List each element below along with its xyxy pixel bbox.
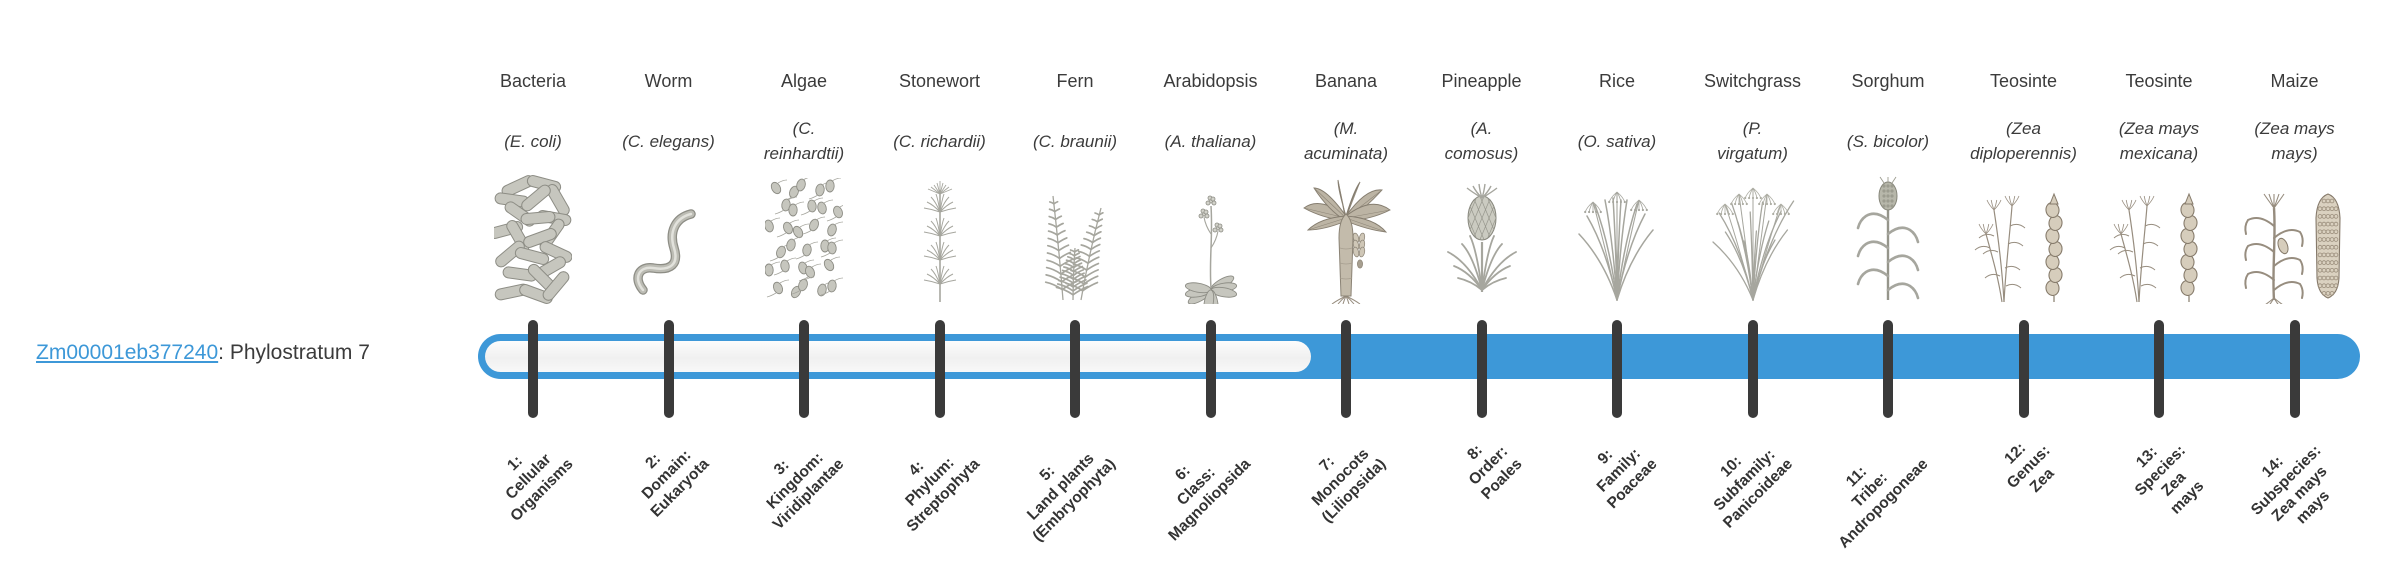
- arabidopsis-illustration: [1184, 195, 1237, 304]
- organism-illustration: [584, 170, 754, 304]
- organism-common-name: Banana: [1314, 71, 1378, 91]
- banana-illustration: [1303, 179, 1391, 304]
- stratum-tick: [1883, 320, 1893, 418]
- organism-scientific-name: (A. comosus): [1444, 119, 1519, 163]
- stratum-tick: [663, 320, 674, 418]
- stratum-tick: [2154, 320, 2164, 418]
- organism-common-name: Maize: [2270, 71, 2319, 91]
- organism-illustration: [855, 170, 1025, 304]
- pineapple-illustration: [1446, 183, 1517, 292]
- worm-illustration: [632, 209, 696, 295]
- gene-id-link[interactable]: Zm00001eb377240: [36, 341, 219, 364]
- teosinte-illustration: [1974, 192, 2063, 303]
- organism-illustration: [1261, 170, 1431, 304]
- organism-scientific-name: (C. braunii): [1032, 131, 1118, 151]
- stratum-tick: [799, 320, 809, 418]
- organism-illustration: [719, 170, 889, 304]
- organism-scientific-name: (A. thaliana): [1164, 131, 1257, 151]
- stratum-tick: [1070, 320, 1080, 418]
- organism-illustration: [1803, 170, 1973, 304]
- stratum-tick: [1476, 320, 1487, 418]
- maize-illustration: [2243, 193, 2341, 304]
- stratum-tick: [934, 320, 945, 418]
- stratum-tick: [1205, 320, 1216, 418]
- organism-scientific-name: (Zea mays mexicana): [2118, 119, 2200, 163]
- organism-illustration: [1126, 170, 1296, 304]
- stratum-tick: [2289, 320, 2300, 418]
- phylostratum-bar-unfilled: [485, 341, 1311, 372]
- organism-common-name: Stonewort: [898, 71, 981, 91]
- organism-common-name: Switchgrass: [1703, 71, 1802, 91]
- stratum-tick: [2018, 320, 2029, 418]
- organism-common-name: Teosinte: [1989, 71, 2058, 91]
- phylostratum-bar: [478, 334, 2360, 379]
- sorghum-illustration: [1856, 176, 1920, 300]
- teosinte-illustration: [2109, 192, 2198, 303]
- stratum-rank-label: 14: Subspecies: Zea mays mays: [2123, 428, 2333, 527]
- algae-illustration: [765, 178, 843, 299]
- organism-common-name: Worm: [644, 71, 693, 91]
- rice-illustration: [1578, 191, 1654, 301]
- stratum-tick: [1747, 320, 1758, 418]
- bacteria-illustration: [494, 175, 572, 304]
- stratum-tick: [1612, 320, 1622, 418]
- organism-scientific-name: (P. virgatum): [1717, 119, 1788, 163]
- organism-scientific-name: (M. acuminata): [1303, 119, 1389, 163]
- organism-common-name: Pineapple: [1441, 71, 1522, 91]
- organism-illustration: [1668, 170, 1838, 304]
- organism-scientific-name: (S. bicolor): [1846, 131, 1930, 151]
- organism-common-name: Bacteria: [499, 71, 567, 91]
- organism-illustration: [1397, 170, 1567, 304]
- stratum-tick: [528, 320, 538, 418]
- organism-common-name: Fern: [1056, 71, 1094, 91]
- organism-scientific-name: (Zea diploperennis): [1970, 119, 2077, 163]
- stonewort-illustration: [923, 181, 956, 302]
- organism-illustration: [2074, 170, 2244, 304]
- gene-label: Zm00001eb377240: Phylostratum 7: [36, 341, 370, 365]
- stratum-rank-text: 14: Subspecies: Zea mays mays: [2248, 442, 2334, 528]
- organism-scientific-name: (C. reinhardtii): [763, 119, 845, 163]
- organism-scientific-name: (C. elegans): [622, 131, 715, 151]
- organism-common-name: Teosinte: [2125, 71, 2193, 91]
- organism-illustration: [1532, 170, 1702, 304]
- organism-scientific-name: (O. sativa): [1577, 131, 1657, 151]
- organism-illustration: [1939, 170, 2109, 304]
- organism-illustration: [2210, 170, 2380, 304]
- organism-illustration: [990, 170, 1160, 304]
- organism-illustration: [448, 170, 618, 304]
- organism-scientific-name: (C. richardii): [893, 131, 986, 151]
- organism-common-name: Algae: [780, 71, 828, 91]
- gene-phylostratum-text: : Phylostratum 7: [218, 341, 370, 364]
- organism-common-name: Arabidopsis: [1163, 71, 1258, 91]
- organism-common-name: Sorghum: [1851, 71, 1925, 91]
- switchgrass-illustration: [1711, 187, 1794, 301]
- organism-common-name: Rice: [1598, 71, 1635, 91]
- organism-scientific-name: (Zea mays mays): [2254, 119, 2335, 163]
- organism-scientific-name: (E. coli): [504, 131, 562, 151]
- fern-illustration: [1044, 195, 1104, 301]
- stratum-tick: [1341, 320, 1351, 418]
